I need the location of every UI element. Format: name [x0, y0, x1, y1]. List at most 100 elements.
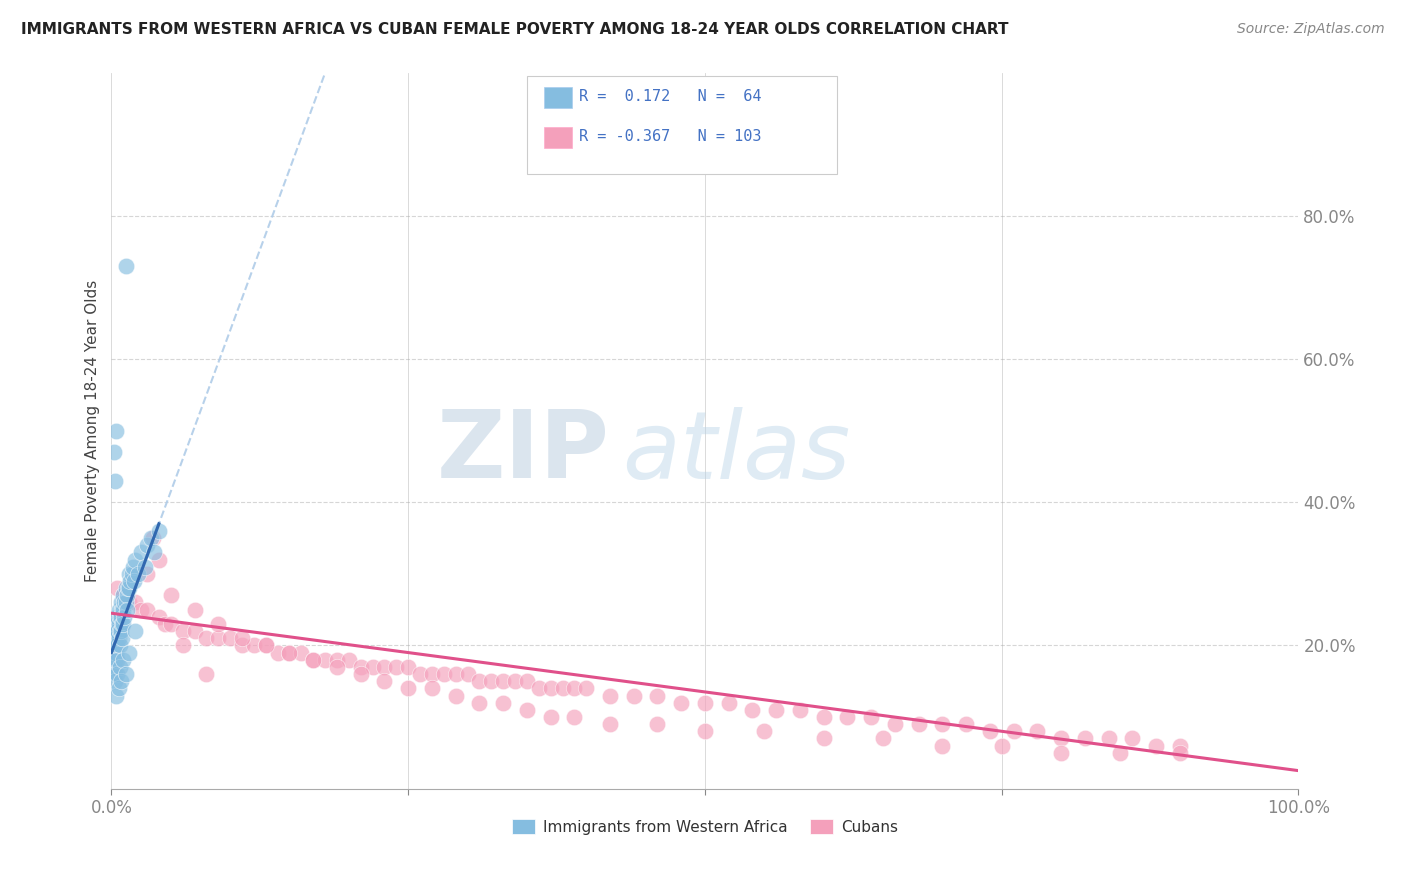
Point — [516, 674, 538, 689]
Point — [118, 646, 141, 660]
Point — [254, 639, 277, 653]
Point — [420, 667, 443, 681]
Point — [444, 689, 467, 703]
Point — [108, 660, 131, 674]
Point — [361, 660, 384, 674]
Point — [883, 717, 905, 731]
Point — [765, 703, 787, 717]
Point — [183, 602, 205, 616]
Point — [1050, 731, 1073, 746]
Point — [103, 660, 125, 674]
Point — [1168, 746, 1191, 760]
Text: IMMIGRANTS FROM WESTERN AFRICA VS CUBAN FEMALE POVERTY AMONG 18-24 YEAR OLDS COR: IMMIGRANTS FROM WESTERN AFRICA VS CUBAN … — [21, 22, 1008, 37]
Point — [172, 624, 194, 639]
Point — [599, 717, 621, 731]
Point — [110, 595, 132, 609]
Point — [127, 566, 149, 581]
Point — [872, 731, 894, 746]
Point — [105, 646, 128, 660]
Point — [540, 710, 562, 724]
Point — [103, 632, 125, 646]
Point — [112, 602, 135, 616]
Point — [129, 602, 152, 616]
Point — [112, 653, 135, 667]
Point — [117, 581, 139, 595]
Point — [105, 667, 128, 681]
Point — [108, 639, 131, 653]
Point — [540, 681, 562, 696]
Point — [409, 667, 432, 681]
Point — [693, 696, 716, 710]
Point — [326, 653, 349, 667]
Point — [243, 639, 266, 653]
Point — [1050, 746, 1073, 760]
Point — [153, 616, 176, 631]
Text: R = -0.367   N = 103: R = -0.367 N = 103 — [579, 129, 762, 145]
Point — [599, 689, 621, 703]
Point — [492, 674, 515, 689]
Point — [219, 632, 242, 646]
Point — [1121, 731, 1143, 746]
Point — [955, 717, 977, 731]
Point — [105, 424, 128, 438]
Point — [110, 609, 132, 624]
Point — [373, 674, 395, 689]
Point — [107, 616, 129, 631]
Point — [136, 602, 159, 616]
Point — [647, 717, 669, 731]
Point — [302, 653, 325, 667]
Point — [115, 602, 138, 616]
Point — [207, 632, 229, 646]
Point — [1026, 724, 1049, 739]
Point — [111, 602, 134, 616]
Point — [112, 588, 135, 602]
Point — [121, 559, 143, 574]
Point — [124, 552, 146, 566]
Point — [129, 545, 152, 559]
Point — [373, 660, 395, 674]
Point — [114, 259, 136, 273]
Point — [979, 724, 1001, 739]
Point — [118, 595, 141, 609]
Point — [105, 632, 128, 646]
Point — [931, 717, 953, 731]
Point — [118, 581, 141, 595]
Point — [118, 566, 141, 581]
Point — [124, 624, 146, 639]
Point — [741, 703, 763, 717]
Point — [396, 660, 419, 674]
Point — [1144, 739, 1167, 753]
Point — [278, 646, 301, 660]
Point — [1074, 731, 1097, 746]
Point — [326, 660, 349, 674]
Point — [503, 674, 526, 689]
Point — [575, 681, 598, 696]
Point — [551, 681, 574, 696]
Point — [108, 624, 131, 639]
Text: R =  0.172   N =  64: R = 0.172 N = 64 — [579, 89, 762, 104]
Point — [122, 574, 145, 588]
Point — [433, 667, 456, 681]
Point — [104, 624, 127, 639]
Point — [111, 616, 134, 631]
Text: atlas: atlas — [621, 407, 851, 498]
Point — [1168, 739, 1191, 753]
Point — [385, 660, 408, 674]
Point — [114, 609, 136, 624]
Point — [104, 639, 127, 653]
Point — [111, 632, 134, 646]
Point — [114, 667, 136, 681]
Point — [860, 710, 883, 724]
Point — [813, 710, 835, 724]
Point — [207, 616, 229, 631]
Point — [350, 667, 373, 681]
Point — [444, 667, 467, 681]
Point — [1002, 724, 1025, 739]
Point — [457, 667, 479, 681]
Point — [103, 445, 125, 459]
Text: Source: ZipAtlas.com: Source: ZipAtlas.com — [1237, 22, 1385, 37]
Point — [148, 609, 170, 624]
Point — [468, 696, 491, 710]
Point — [114, 581, 136, 595]
Point — [124, 595, 146, 609]
